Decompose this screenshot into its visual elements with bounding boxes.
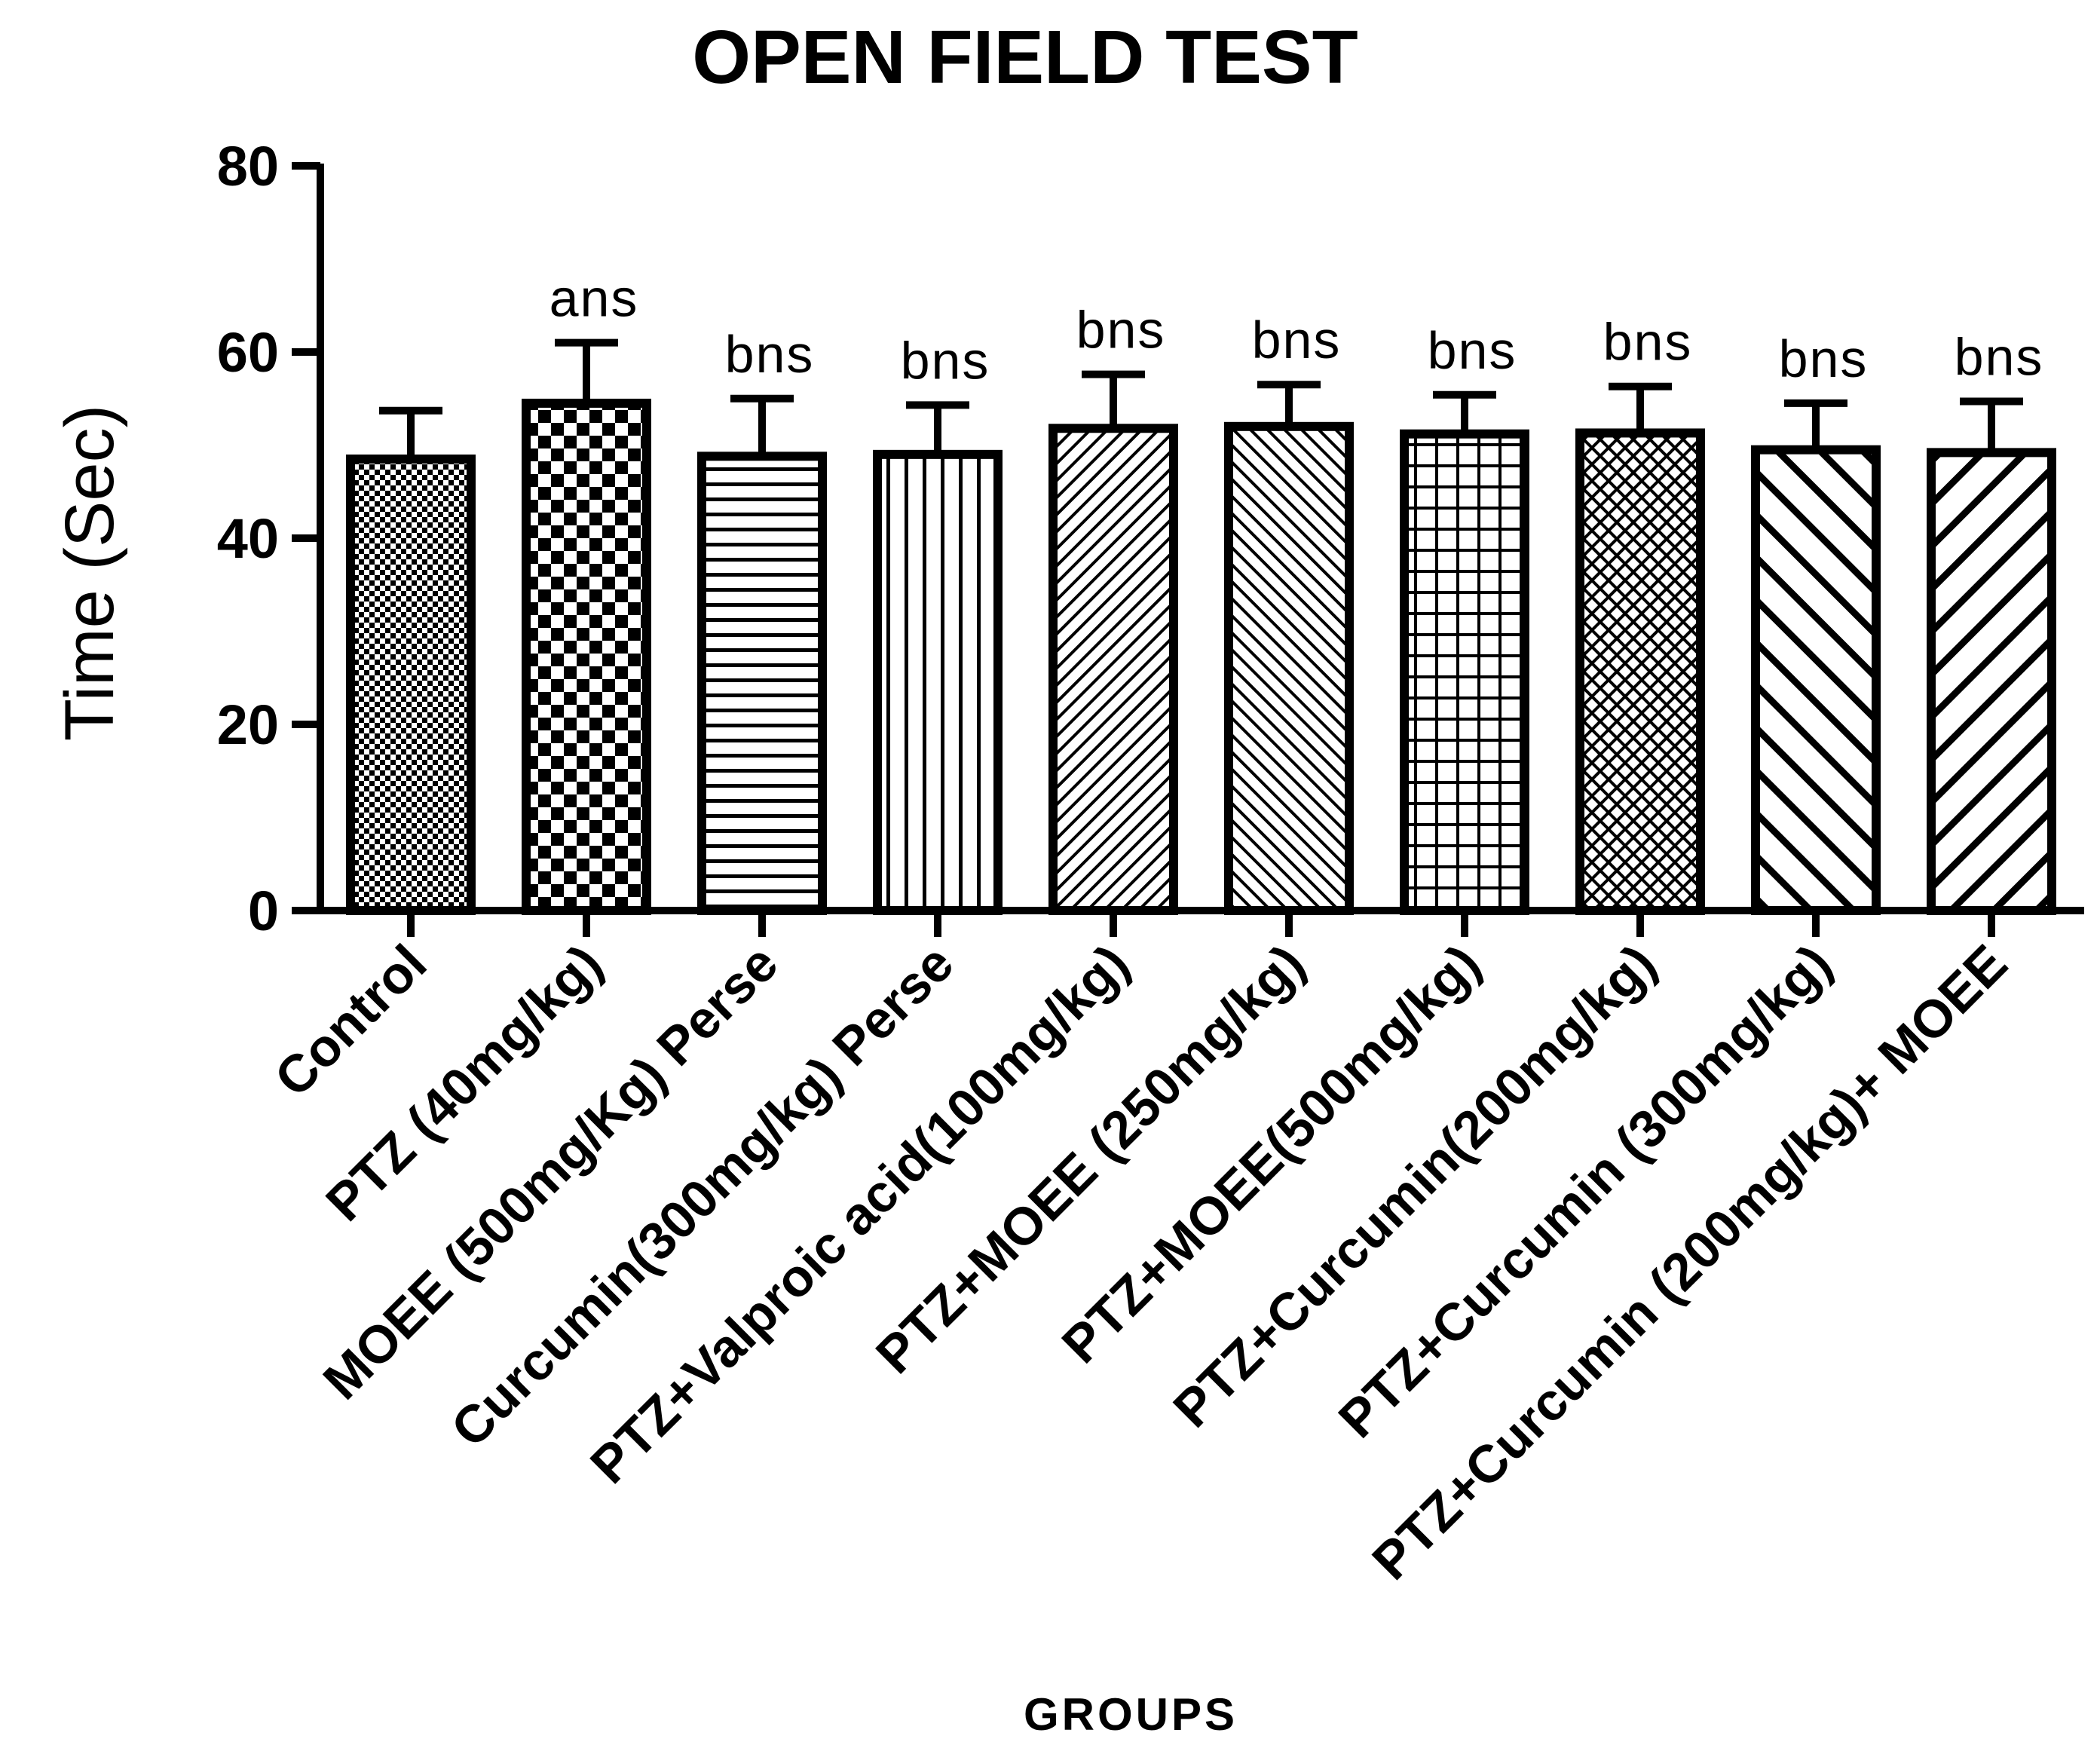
- bar: [1575, 428, 1705, 915]
- significance-label: bns: [725, 325, 815, 384]
- significance-label: bns: [1252, 311, 1342, 369]
- significance-label: ans: [549, 269, 639, 328]
- bar: [346, 455, 476, 915]
- x-axis-label: GROUPS: [1024, 1689, 1238, 1740]
- y-tick-label: 60: [217, 321, 279, 384]
- y-tick-label: 40: [217, 507, 279, 570]
- y-axis-label: Time (Sec): [51, 405, 128, 741]
- bar: [1224, 421, 1354, 915]
- bars-group: ans bns bns bns bns bns bns bns bns: [346, 269, 2056, 915]
- bar: [1751, 445, 1881, 915]
- x-tick-label: Control: [264, 933, 438, 1107]
- x-tick-label: PTZ+Curcumin (200mg/kg)+ MOEE: [1361, 933, 2019, 1590]
- significance-label: bns: [1603, 313, 1693, 372]
- y-tick-label: 0: [248, 880, 279, 942]
- y-tick-label: 20: [217, 693, 279, 756]
- chart-title: OPEN FIELD TEST: [692, 15, 1358, 99]
- significance-label: bns: [1428, 321, 1517, 380]
- bar: [522, 398, 651, 915]
- bar: [697, 452, 827, 915]
- significance-label: bns: [901, 331, 990, 390]
- bar: [873, 449, 1003, 915]
- significance-label: bns: [1076, 301, 1166, 360]
- bar: [1048, 424, 1178, 915]
- bar: [1927, 448, 2056, 915]
- bar: [1400, 429, 1529, 915]
- y-tick-label: 80: [217, 135, 279, 197]
- significance-label: bns: [1779, 329, 1869, 388]
- significance-label: bns: [1955, 327, 2044, 386]
